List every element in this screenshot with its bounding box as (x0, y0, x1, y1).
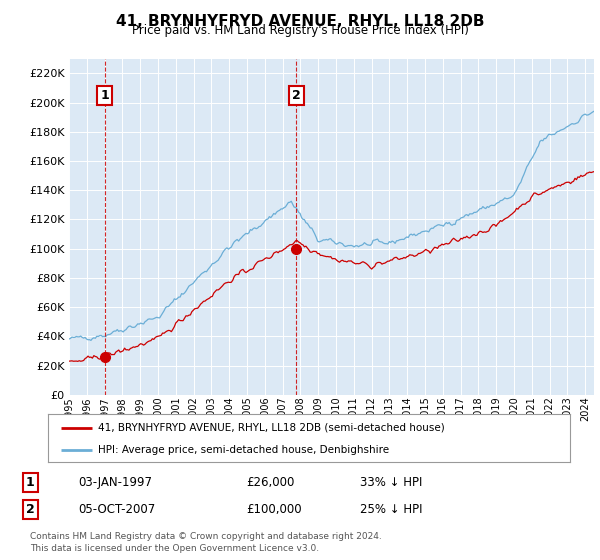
Text: 25% ↓ HPI: 25% ↓ HPI (360, 503, 422, 516)
Text: £100,000: £100,000 (246, 503, 302, 516)
Text: Contains HM Land Registry data © Crown copyright and database right 2024.
This d: Contains HM Land Registry data © Crown c… (30, 533, 382, 553)
Text: 41, BRYNHYFRYD AVENUE, RHYL, LL18 2DB (semi-detached house): 41, BRYNHYFRYD AVENUE, RHYL, LL18 2DB (s… (98, 423, 445, 433)
Text: Price paid vs. HM Land Registry's House Price Index (HPI): Price paid vs. HM Land Registry's House … (131, 24, 469, 36)
Text: £26,000: £26,000 (246, 476, 295, 489)
Text: 41, BRYNHYFRYD AVENUE, RHYL, LL18 2DB: 41, BRYNHYFRYD AVENUE, RHYL, LL18 2DB (116, 14, 484, 29)
Text: 1: 1 (26, 476, 34, 489)
Text: 03-JAN-1997: 03-JAN-1997 (78, 476, 152, 489)
Text: 05-OCT-2007: 05-OCT-2007 (78, 503, 155, 516)
Text: HPI: Average price, semi-detached house, Denbighshire: HPI: Average price, semi-detached house,… (98, 445, 389, 455)
Text: 1: 1 (100, 89, 109, 102)
Text: 2: 2 (292, 89, 301, 102)
Text: 33% ↓ HPI: 33% ↓ HPI (360, 476, 422, 489)
Text: 2: 2 (26, 503, 34, 516)
